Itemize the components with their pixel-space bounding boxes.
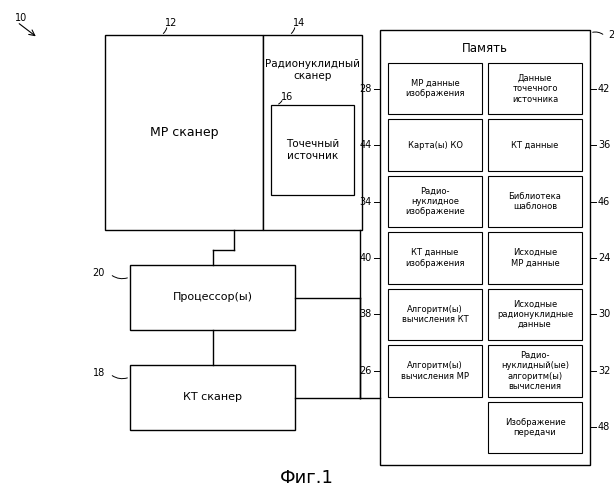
Text: Карта(ы) КО: Карта(ы) КО (408, 140, 462, 149)
Bar (388, 120, 482, 171)
Text: Алгоритм(ы)
вычисления МР: Алгоритм(ы) вычисления МР (401, 361, 469, 380)
Text: 26: 26 (360, 366, 372, 376)
Text: КТ данные
изображения: КТ данные изображения (405, 248, 465, 268)
Text: КТ сканер: КТ сканер (183, 392, 242, 402)
Text: 22: 22 (608, 30, 614, 40)
Bar (130, 265, 295, 330)
Bar (488, 176, 582, 228)
Text: МР сканер: МР сканер (150, 126, 218, 139)
Text: 28: 28 (360, 84, 372, 94)
Text: 48: 48 (598, 422, 610, 432)
Text: 46: 46 (598, 196, 610, 206)
Bar (263, 35, 362, 230)
Text: 32: 32 (598, 366, 610, 376)
Bar (388, 63, 482, 114)
Text: 36: 36 (598, 140, 610, 150)
Text: 30: 30 (598, 310, 610, 320)
Text: КТ данные: КТ данные (511, 140, 559, 149)
Bar (130, 365, 295, 430)
Text: Радио-
нуклидное
изображение: Радио- нуклидное изображение (405, 186, 465, 216)
Text: 14: 14 (293, 18, 305, 28)
Bar (388, 176, 482, 228)
Text: 18: 18 (93, 368, 105, 378)
Text: Исходные
радионуклидные
данные: Исходные радионуклидные данные (497, 300, 573, 330)
Text: 24: 24 (598, 253, 610, 263)
Bar (488, 288, 582, 340)
Text: 44: 44 (360, 140, 372, 150)
Text: Точечный
источник: Точечный источник (286, 139, 339, 161)
Text: 20: 20 (93, 268, 105, 278)
Text: 12: 12 (165, 18, 177, 28)
Bar (388, 232, 482, 283)
Text: Библиотека
шаблонов: Библиотека шаблонов (508, 192, 561, 212)
Bar (271, 105, 354, 195)
Text: 34: 34 (360, 196, 372, 206)
Text: Процессор(ы): Процессор(ы) (173, 292, 252, 302)
Text: Изображение
передачи: Изображение передачи (505, 418, 565, 437)
Bar (488, 63, 582, 114)
Bar (388, 288, 482, 340)
Bar (388, 345, 482, 397)
Bar (105, 35, 263, 230)
Text: Память: Память (462, 42, 508, 54)
Bar (488, 402, 582, 453)
Bar (488, 232, 582, 283)
Text: МР данные
изображения: МР данные изображения (405, 79, 465, 98)
Text: 42: 42 (598, 84, 610, 94)
Bar (488, 120, 582, 171)
Text: Исходные
МР данные: Исходные МР данные (511, 248, 559, 268)
Text: Данные
точечного
источника: Данные точечного источника (512, 74, 558, 104)
Text: 10: 10 (15, 13, 27, 23)
Text: Радио-
нуклидный(ые)
алгоритм(ы)
вычисления: Радио- нуклидный(ые) алгоритм(ы) вычисле… (501, 351, 569, 391)
Bar (488, 345, 582, 397)
Bar (380, 30, 590, 465)
Text: Фиг.1: Фиг.1 (280, 469, 334, 487)
Text: 40: 40 (360, 253, 372, 263)
Text: Алгоритм(ы)
вычисления КТ: Алгоритм(ы) вычисления КТ (402, 304, 468, 324)
Text: 16: 16 (281, 92, 293, 102)
Text: 38: 38 (360, 310, 372, 320)
Text: Радионуклидный
сканер: Радионуклидный сканер (265, 59, 360, 81)
